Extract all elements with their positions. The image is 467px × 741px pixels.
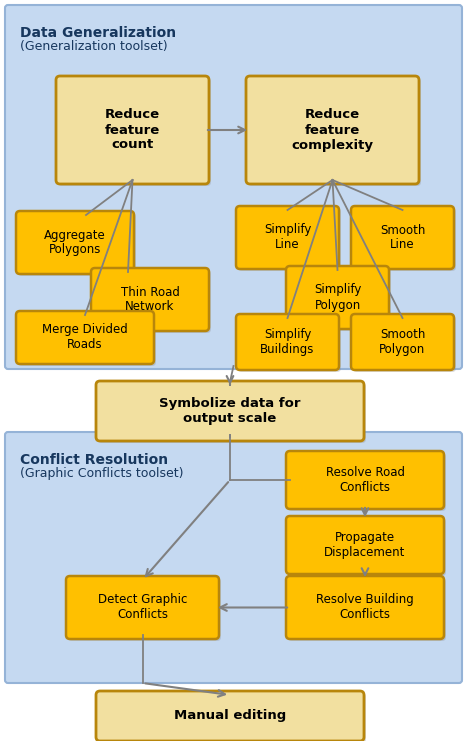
FancyBboxPatch shape <box>93 270 211 333</box>
FancyBboxPatch shape <box>288 268 391 331</box>
Text: Smooth
Line: Smooth Line <box>380 224 425 251</box>
Text: Smooth
Polygon: Smooth Polygon <box>379 328 425 356</box>
Text: Detect Graphic
Conflicts: Detect Graphic Conflicts <box>98 594 187 622</box>
Text: Symbolize data for
output scale: Symbolize data for output scale <box>159 397 301 425</box>
FancyBboxPatch shape <box>286 451 444 509</box>
FancyBboxPatch shape <box>288 578 446 641</box>
FancyBboxPatch shape <box>18 313 156 366</box>
FancyBboxPatch shape <box>236 206 339 269</box>
FancyBboxPatch shape <box>16 311 154 364</box>
FancyBboxPatch shape <box>246 76 419 184</box>
FancyBboxPatch shape <box>96 381 364 441</box>
FancyBboxPatch shape <box>58 78 211 186</box>
Text: Reduce
feature
complexity: Reduce feature complexity <box>291 108 374 151</box>
FancyBboxPatch shape <box>353 208 456 271</box>
Text: Data Generalization: Data Generalization <box>20 26 176 40</box>
FancyBboxPatch shape <box>353 316 456 372</box>
Text: Aggregate
Polygons: Aggregate Polygons <box>44 228 106 256</box>
FancyBboxPatch shape <box>98 383 366 443</box>
FancyBboxPatch shape <box>96 691 364 741</box>
Text: Conflict Resolution: Conflict Resolution <box>20 453 168 467</box>
FancyBboxPatch shape <box>5 5 462 369</box>
FancyBboxPatch shape <box>238 208 341 271</box>
FancyBboxPatch shape <box>236 314 339 370</box>
FancyBboxPatch shape <box>286 266 389 329</box>
FancyBboxPatch shape <box>16 211 134 274</box>
FancyBboxPatch shape <box>238 316 341 372</box>
Text: Merge Divided
Roads: Merge Divided Roads <box>42 324 128 351</box>
FancyBboxPatch shape <box>18 213 136 276</box>
Text: Propagate
Displacement: Propagate Displacement <box>324 531 406 559</box>
FancyBboxPatch shape <box>286 516 444 574</box>
FancyBboxPatch shape <box>5 432 462 683</box>
Text: Resolve Building
Conflicts: Resolve Building Conflicts <box>316 594 414 622</box>
FancyBboxPatch shape <box>351 206 454 269</box>
FancyBboxPatch shape <box>91 268 209 331</box>
Text: Simplify
Buildings: Simplify Buildings <box>260 328 315 356</box>
Text: Thin Road
Network: Thin Road Network <box>120 285 179 313</box>
FancyBboxPatch shape <box>286 576 444 639</box>
FancyBboxPatch shape <box>248 78 421 186</box>
FancyBboxPatch shape <box>68 578 221 641</box>
FancyBboxPatch shape <box>66 576 219 639</box>
Text: Manual editing: Manual editing <box>174 709 286 722</box>
Text: Reduce
feature
count: Reduce feature count <box>105 108 160 151</box>
FancyBboxPatch shape <box>288 518 446 576</box>
FancyBboxPatch shape <box>351 314 454 370</box>
FancyBboxPatch shape <box>56 76 209 184</box>
Text: Simplify
Polygon: Simplify Polygon <box>314 284 361 311</box>
Text: (Graphic Conflicts toolset): (Graphic Conflicts toolset) <box>20 467 184 480</box>
Text: Simplify
Line: Simplify Line <box>264 224 311 251</box>
Text: (Generalization toolset): (Generalization toolset) <box>20 40 168 53</box>
FancyBboxPatch shape <box>288 453 446 511</box>
FancyBboxPatch shape <box>98 693 366 741</box>
Text: Resolve Road
Conflicts: Resolve Road Conflicts <box>325 466 404 494</box>
